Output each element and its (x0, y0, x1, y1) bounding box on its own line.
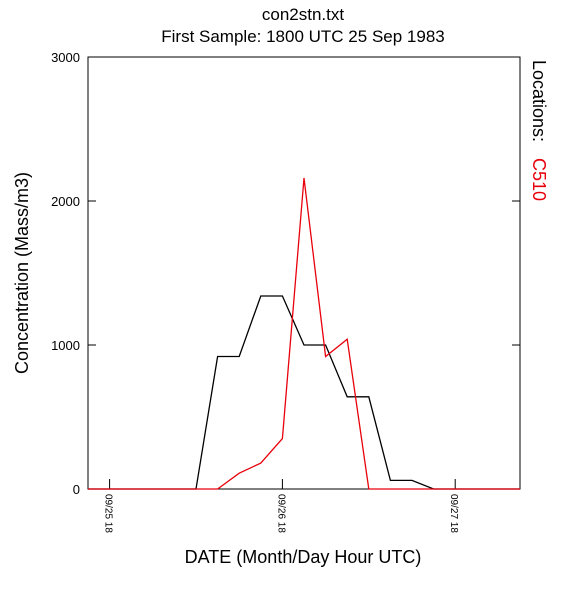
y-axis: 0 1000 2000 3000 (51, 50, 520, 497)
y-axis-label: Concentration (Mass/m3) (12, 172, 32, 374)
series-layer (88, 177, 520, 490)
legend-title: Locations: (529, 60, 549, 142)
x-tick-label: 09/27 18 (448, 494, 459, 533)
x-axis-label: DATE (Month/Day Hour UTC) (185, 547, 422, 567)
y-tick-label: 2000 (51, 194, 80, 209)
series-line-c510 (88, 177, 520, 490)
x-tick-label: 09/26 18 (275, 494, 286, 533)
x-axis: 09/25 18 09/26 18 09/27 18 (103, 479, 459, 533)
series-line-black (88, 295, 520, 490)
y-tick-label: 3000 (51, 50, 80, 65)
x-tick-label: 09/25 18 (103, 494, 114, 533)
plot-frame (87, 56, 521, 490)
legend-entry-c510: C510 (529, 158, 549, 201)
chart-title: con2stn.txt (262, 5, 344, 24)
y-tick-label: 1000 (51, 338, 80, 353)
y-tick-label: 0 (73, 482, 80, 497)
chart-subtitle: First Sample: 1800 UTC 25 Sep 1983 (161, 27, 444, 46)
